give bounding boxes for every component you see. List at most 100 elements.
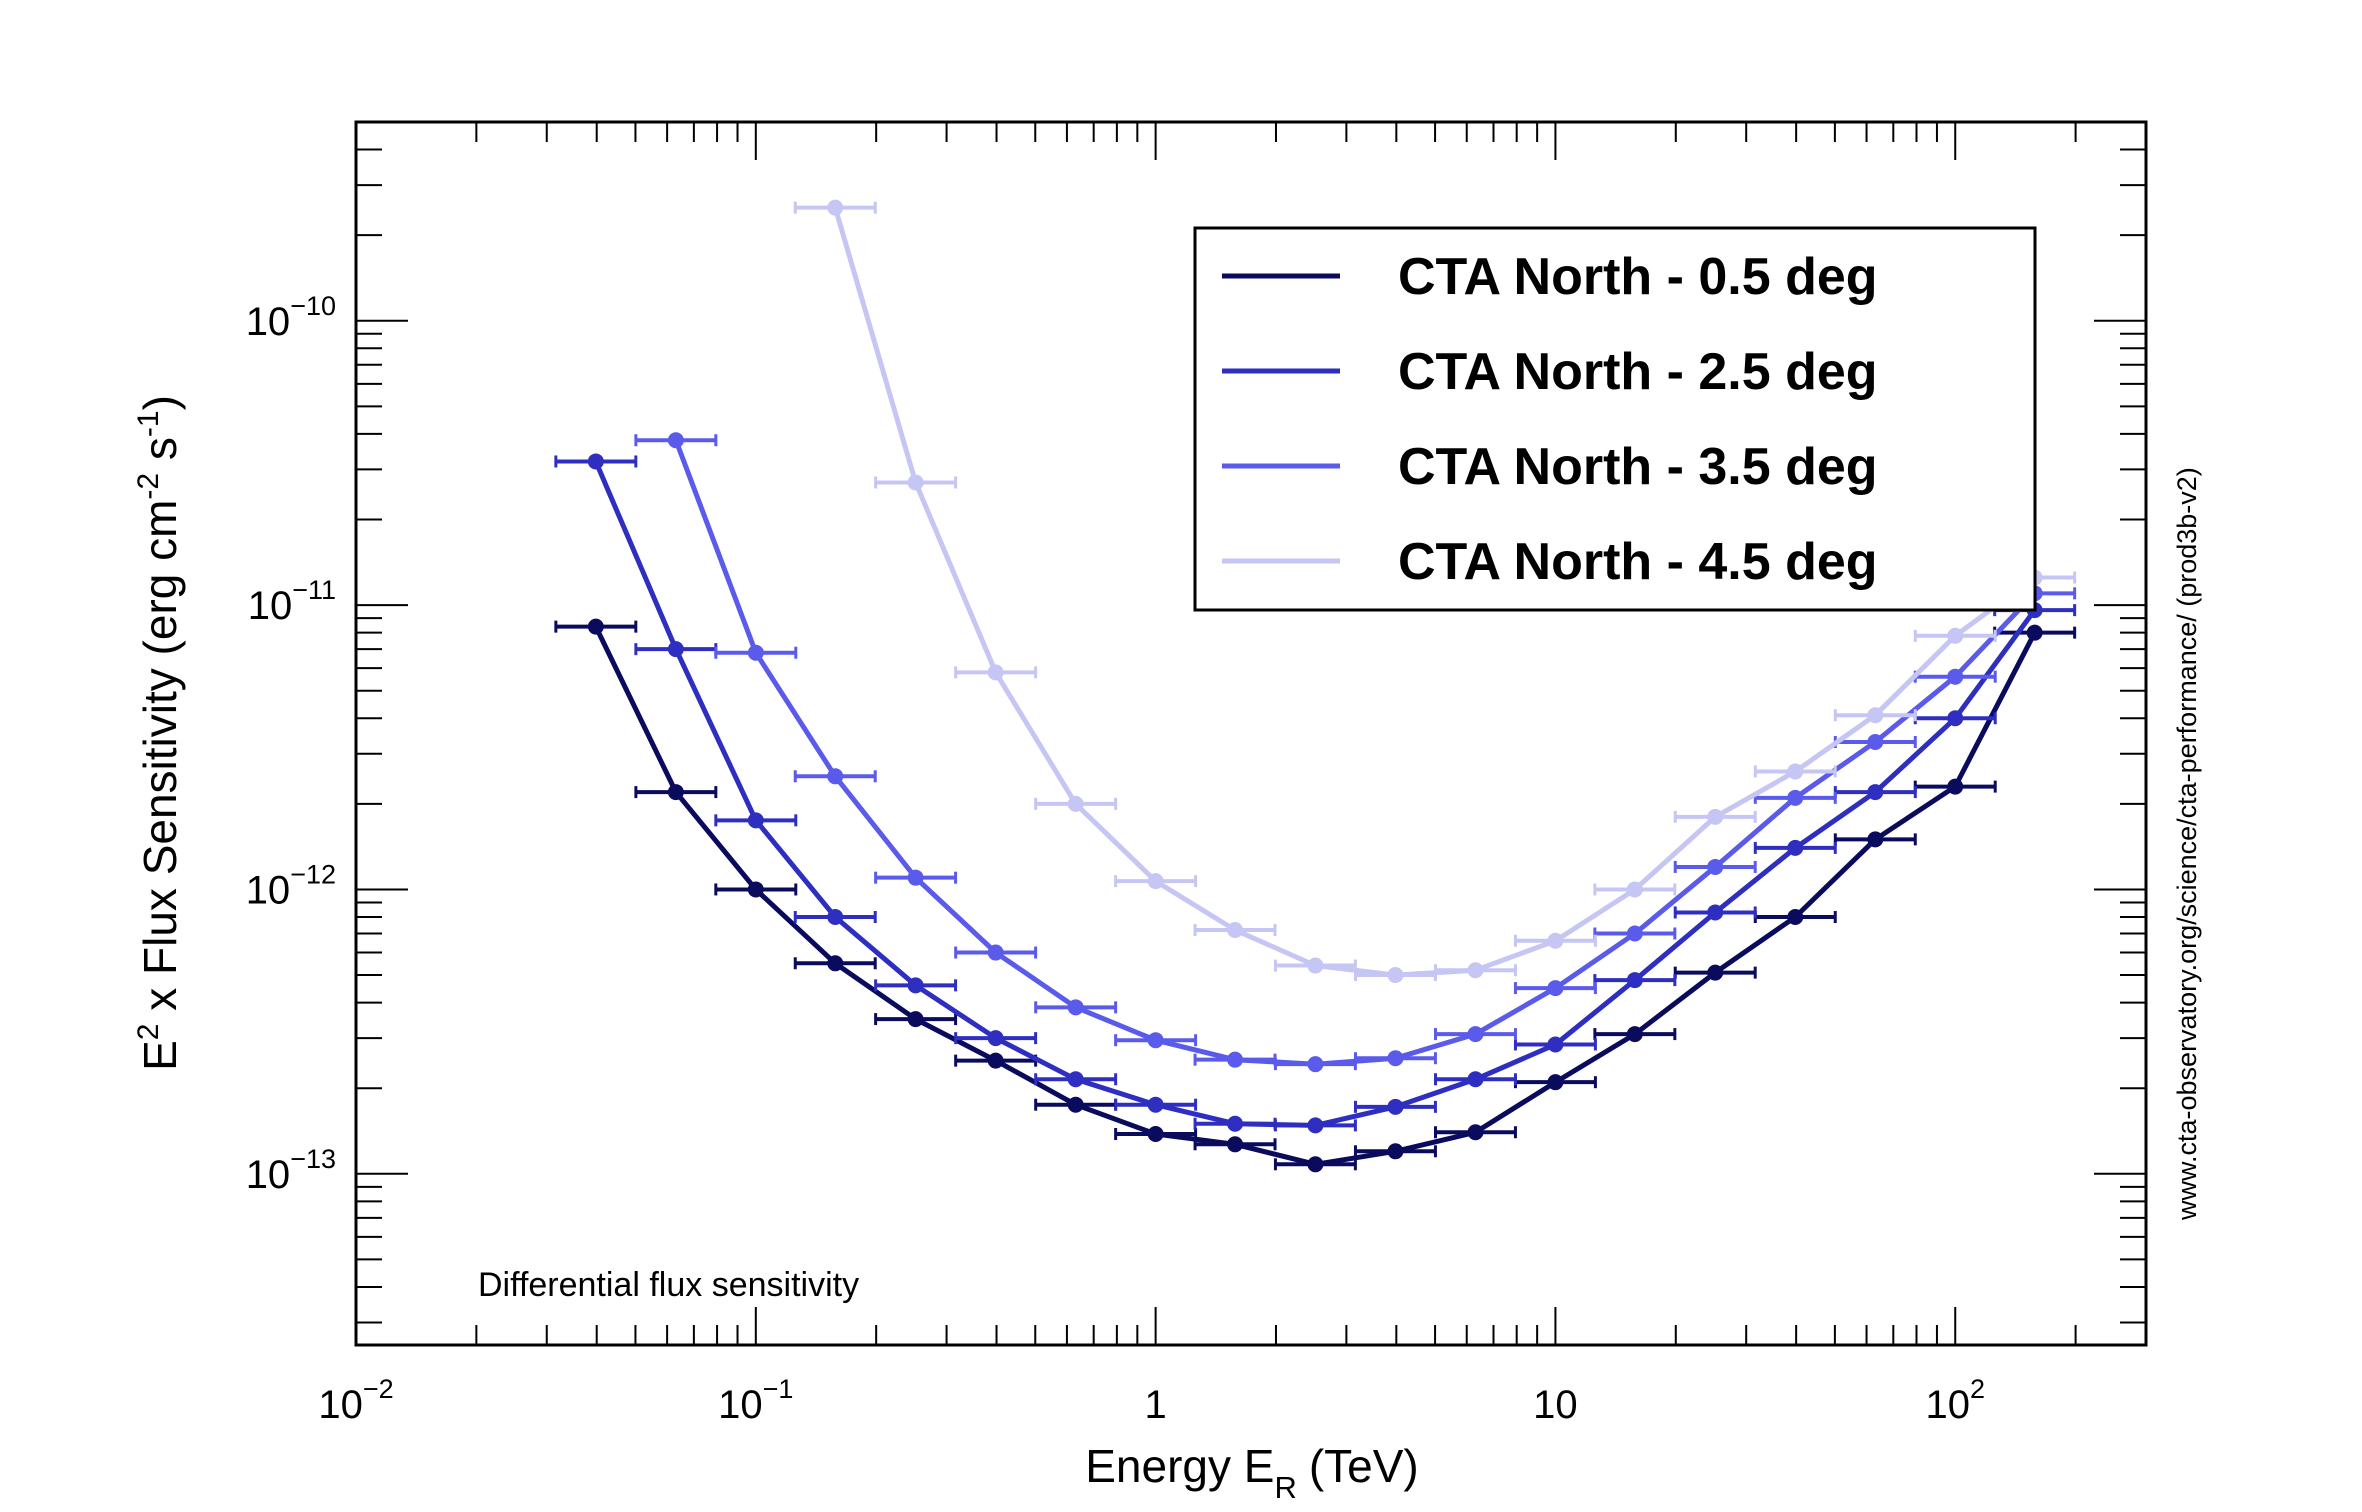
y-axis-title-rest2: s xyxy=(134,437,186,473)
data-point xyxy=(987,944,1004,961)
data-point xyxy=(1867,784,1884,801)
data-point xyxy=(907,474,924,491)
x-tick-label: 1 xyxy=(1144,1383,1166,1427)
data-point xyxy=(1707,964,1724,981)
x-axis-title-main: Energy E xyxy=(1085,1440,1274,1492)
y-axis-title-sup2: -2 xyxy=(132,473,165,500)
y-tick-label-base: 10 xyxy=(248,584,293,628)
y-tick-label: 10−10 xyxy=(246,291,336,344)
data-point xyxy=(1787,909,1804,926)
data-point xyxy=(1147,1126,1164,1143)
x-tick-label-base: 10 xyxy=(318,1383,363,1427)
y-tick-label: 10−11 xyxy=(248,575,336,628)
legend: CTA North - 0.5 deg CTA North - 2.5 deg CT… xyxy=(1193,226,2037,612)
data-point xyxy=(907,869,924,886)
data-point xyxy=(1867,831,1884,848)
data-point xyxy=(1547,980,1564,997)
data-point xyxy=(1787,763,1804,780)
y-axis-title: E2 x Flux Sensitivity (erg cm-2 s-1) xyxy=(132,395,186,1071)
legend-label: CTA North - 0.5 deg xyxy=(1398,248,1878,306)
data-point xyxy=(1227,922,1244,939)
data-point xyxy=(1947,627,1964,644)
series-2 xyxy=(554,453,2077,1134)
data-point xyxy=(1707,858,1724,875)
annotation-differential: Differential flux sensitivity xyxy=(478,1266,859,1304)
data-point xyxy=(1307,1156,1324,1173)
data-point xyxy=(1626,972,1643,989)
series-1 xyxy=(554,618,2077,1173)
legend-label: CTA North - 2.5 deg xyxy=(1398,343,1878,401)
data-point xyxy=(1227,1051,1244,1068)
data-point xyxy=(907,1011,924,1028)
data-point xyxy=(1147,1096,1164,1113)
y-axis-title-e: E xyxy=(134,1040,186,1071)
x-tick-label-base: 10 xyxy=(718,1383,763,1427)
data-point xyxy=(1547,1036,1564,1053)
data-point xyxy=(1387,967,1404,984)
x-tick-label: 10−1 xyxy=(718,1374,793,1427)
data-point xyxy=(1467,1026,1484,1043)
data-point xyxy=(587,618,604,635)
y-tick-label: 10−13 xyxy=(246,1144,336,1197)
data-point xyxy=(987,1052,1004,1069)
data-point xyxy=(1307,1117,1324,1134)
plot-frame xyxy=(354,120,2148,1347)
y-tick-label-exp: −13 xyxy=(290,1144,336,1174)
y-axis-title-sup: 2 xyxy=(132,1024,165,1041)
data-point xyxy=(587,453,604,470)
y-tick-label-exp: −12 xyxy=(290,859,336,889)
x-tick-label-exp: −2 xyxy=(363,1374,394,1404)
data-point xyxy=(1467,962,1484,979)
data-point xyxy=(987,1030,1004,1047)
y-axis-title-rest: x Flux Sensitivity (erg cm xyxy=(134,500,186,1024)
x-tick-label: 102 xyxy=(1925,1374,1985,1427)
y-tick-label: 10−12 xyxy=(246,859,336,912)
series-4 xyxy=(793,199,2077,984)
y-tick-label-base: 10 xyxy=(246,1153,291,1197)
x-axis-title: Energy ER (TeV) xyxy=(1085,1440,1419,1505)
data-point xyxy=(667,641,684,658)
x-tick-label-base: 10 xyxy=(1925,1383,1970,1427)
data-point xyxy=(1067,795,1084,812)
data-point xyxy=(1467,1071,1484,1088)
data-point xyxy=(1867,734,1884,751)
y-axis-title-end: ) xyxy=(134,395,186,410)
series-3 xyxy=(634,432,2077,1073)
x-tick-label: 10 xyxy=(1533,1383,1578,1427)
x-axis-title-sub: R xyxy=(1274,1470,1296,1505)
data-point xyxy=(1307,957,1324,974)
data-point xyxy=(1227,1136,1244,1153)
axis-ticks xyxy=(355,121,2147,1345)
y-tick-label-base: 10 xyxy=(246,868,291,912)
data-point xyxy=(1547,1074,1564,1091)
data-point xyxy=(1707,904,1724,921)
data-point xyxy=(1547,932,1564,949)
data-point xyxy=(1787,839,1804,856)
data-point xyxy=(827,909,844,926)
y-tick-label-exp: −10 xyxy=(290,291,336,321)
data-point xyxy=(1867,707,1884,724)
x-tick-labels: 10−2 10−1 1 10 102 xyxy=(318,1374,1985,1427)
data-point xyxy=(1067,1096,1084,1113)
data-point xyxy=(1947,710,1964,727)
x-tick-label-base: 1 xyxy=(1144,1383,1166,1427)
data-point xyxy=(1947,668,1964,685)
data-point xyxy=(987,664,1004,681)
data-point xyxy=(1387,1098,1404,1115)
x-tick-label: 10−2 xyxy=(318,1374,393,1427)
data-point xyxy=(1307,1056,1324,1073)
data-point xyxy=(1147,1032,1164,1049)
data-point xyxy=(1707,808,1724,825)
data-point xyxy=(2026,624,2043,641)
data-series xyxy=(554,199,2077,1173)
data-point xyxy=(1626,1026,1643,1043)
data-point xyxy=(747,881,764,898)
data-point xyxy=(1947,778,1964,795)
data-point xyxy=(747,812,764,829)
data-point xyxy=(827,955,844,972)
y-axis-title-sup3: -1 xyxy=(132,410,165,437)
y-tick-label-exp: −11 xyxy=(292,575,336,605)
data-point xyxy=(1227,1115,1244,1132)
